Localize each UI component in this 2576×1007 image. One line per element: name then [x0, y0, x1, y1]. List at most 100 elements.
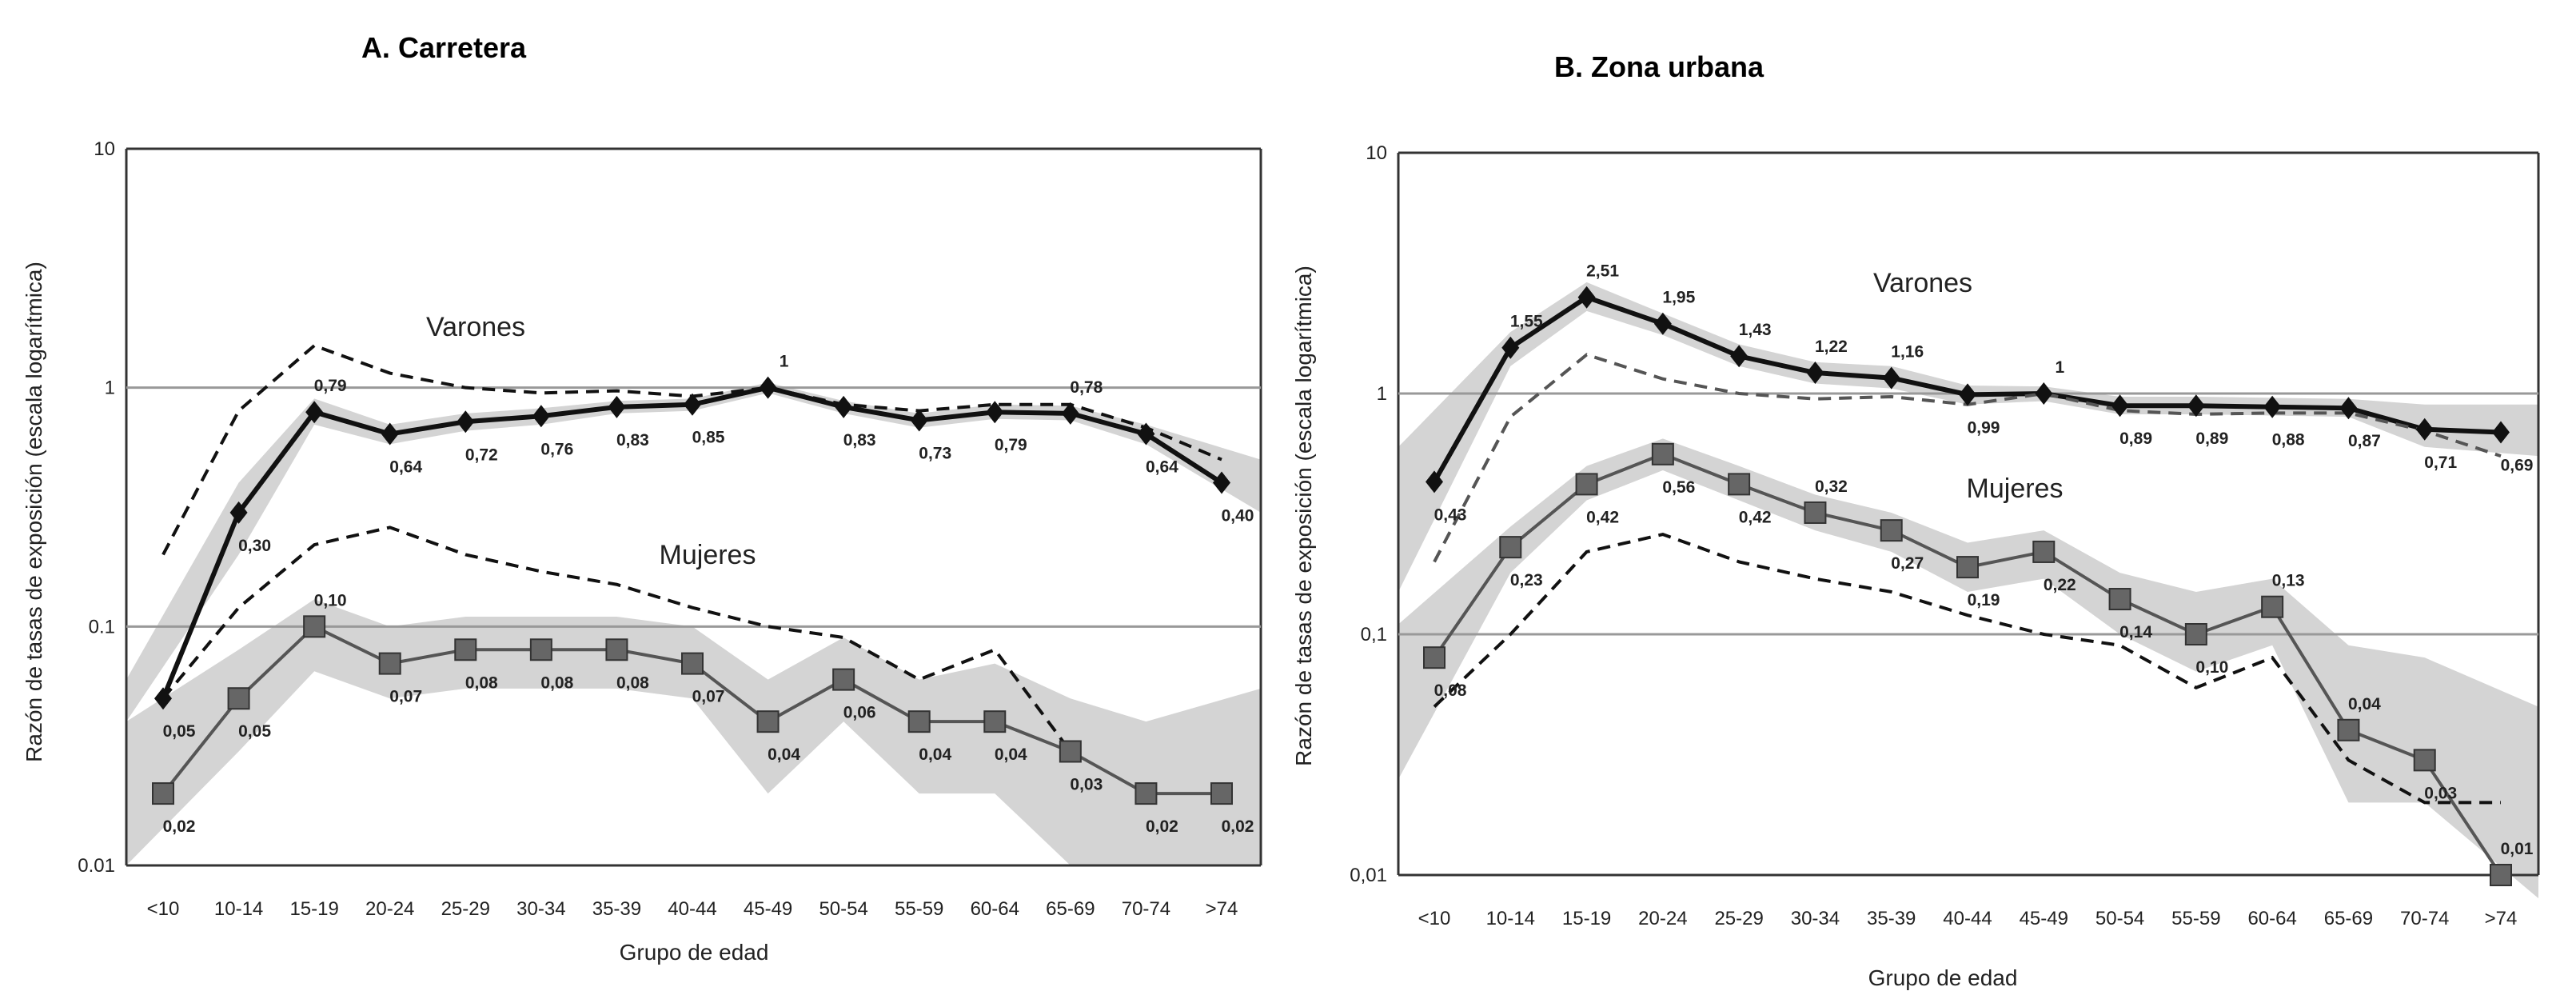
y-tick-label: 0.1 — [89, 616, 115, 637]
data-label: 0,85 — [692, 429, 725, 447]
diamond-marker — [305, 401, 324, 424]
x-tick-label: 15-19 — [1562, 908, 1611, 929]
diamond-marker — [2263, 395, 2282, 418]
square-marker — [1728, 473, 1751, 496]
chart-b-zona-urbana: B. Zona urbana Grupo de edad Razón de ta… — [1291, 50, 2540, 990]
diamond-marker — [532, 405, 550, 428]
data-label: 0,02 — [1222, 817, 1254, 836]
diamond-marker — [835, 395, 853, 418]
reference-dashed-line — [161, 525, 1072, 753]
data-label: 0,32 — [1815, 478, 1848, 496]
diamond-marker — [2035, 382, 2053, 405]
data-label: 0,05 — [163, 722, 196, 741]
data-label: 0,13 — [2272, 572, 2305, 590]
square-marker — [907, 710, 931, 733]
data-label: 0,08 — [465, 673, 498, 692]
data-label: 0,83 — [843, 431, 876, 450]
x-tick-label: 55-59 — [2171, 908, 2220, 929]
square-marker — [1880, 519, 1903, 542]
chart-a-carretera: A. Carretera Grupo de edad Razón de tasa… — [22, 31, 1262, 965]
diamond-marker — [1137, 422, 1155, 446]
diamond-marker — [2415, 418, 2434, 441]
square-marker — [2337, 718, 2360, 741]
square-marker — [454, 638, 477, 661]
data-label: 1,95 — [1662, 289, 1695, 307]
x-tick-label: 10-14 — [214, 898, 263, 920]
x-tick-label: 25-29 — [441, 898, 490, 920]
data-label: 0,42 — [1586, 508, 1619, 526]
data-label: 0,76 — [540, 440, 573, 458]
x-tick-label: 15-19 — [289, 898, 338, 920]
x-tick-label: <10 — [1418, 908, 1451, 929]
square-marker — [1423, 646, 1446, 669]
data-label: 0,78 — [1070, 378, 1103, 397]
data-label: 1,55 — [1510, 313, 1543, 331]
data-label: 0,05 — [238, 722, 271, 741]
x-tick-label: 20-24 — [365, 898, 414, 920]
diamond-marker — [1959, 383, 1976, 406]
diamond-marker — [608, 395, 626, 418]
square-marker — [756, 710, 780, 733]
x-tick-label: 50-54 — [2095, 908, 2144, 929]
square-marker — [529, 638, 552, 661]
data-label: 0,03 — [1070, 775, 1103, 793]
data-label: 0,08 — [616, 673, 649, 692]
diamond-marker — [684, 393, 701, 416]
x-tick-label: 20-24 — [1638, 908, 1687, 929]
series-label-varones: Varones — [1873, 268, 1972, 298]
data-label: 0,03 — [2424, 784, 2457, 802]
data-label: 0,10 — [2195, 658, 2228, 677]
x-tick-label: 30-34 — [516, 898, 565, 920]
diamond-marker — [1882, 366, 1900, 390]
confidence-band-mujeres — [1398, 438, 2538, 899]
y-tick-label: 1 — [105, 378, 115, 399]
diamond-marker — [2339, 397, 2358, 420]
square-marker — [378, 652, 401, 675]
square-marker — [2490, 864, 2512, 886]
y-tick-label: 0,01 — [1350, 865, 1387, 886]
x-tick-label: 60-64 — [2247, 908, 2296, 929]
confidence-band-mujeres — [126, 599, 1261, 865]
data-label: 0,08 — [1434, 681, 1467, 700]
diamond-marker — [154, 687, 172, 710]
square-marker — [227, 687, 250, 710]
diamond-marker — [1213, 471, 1230, 494]
series-label-varones: Varones — [426, 312, 525, 342]
square-marker — [2261, 595, 2284, 618]
square-marker — [2184, 623, 2207, 645]
data-label: 0,72 — [465, 446, 498, 464]
data-label: 0,08 — [540, 673, 573, 692]
diamond-marker — [2187, 394, 2205, 418]
data-label: 0,64 — [389, 458, 422, 477]
square-marker — [2413, 749, 2436, 772]
square-marker — [303, 615, 326, 638]
data-label: 0,22 — [2044, 576, 2076, 594]
data-label: 0,42 — [1739, 508, 1772, 526]
data-label: 0,07 — [389, 688, 422, 706]
square-marker — [1134, 782, 1158, 805]
data-label: 1,43 — [1739, 321, 1772, 339]
x-tick-label: >74 — [2485, 908, 2518, 929]
diamond-marker — [910, 409, 928, 432]
data-label: 1 — [2055, 358, 2064, 377]
data-label: 0,01 — [2501, 840, 2534, 858]
square-marker — [832, 668, 855, 691]
diamond-marker — [1501, 336, 1520, 359]
y-axis-label: Razón de tasas de exposición (escala log… — [1291, 266, 1316, 766]
data-label: 0,10 — [314, 591, 347, 609]
data-label: 1 — [780, 353, 789, 371]
square-marker — [1804, 501, 1827, 524]
data-label: 0,04 — [768, 745, 800, 764]
square-marker — [2032, 540, 2056, 563]
data-label: 0,04 — [2348, 695, 2381, 713]
diamond-marker — [759, 376, 777, 399]
data-label: 0,56 — [1662, 478, 1695, 497]
square-marker — [1499, 536, 1522, 559]
x-tick-label: 35-39 — [1867, 908, 1916, 929]
y-tick-label: 1 — [1377, 383, 1387, 405]
square-marker — [1575, 473, 1598, 496]
chart-title: B. Zona urbana — [1554, 50, 1765, 83]
data-label: 0,23 — [1510, 571, 1543, 589]
data-label: 0,40 — [1222, 507, 1254, 525]
data-label: 0,04 — [919, 745, 951, 764]
